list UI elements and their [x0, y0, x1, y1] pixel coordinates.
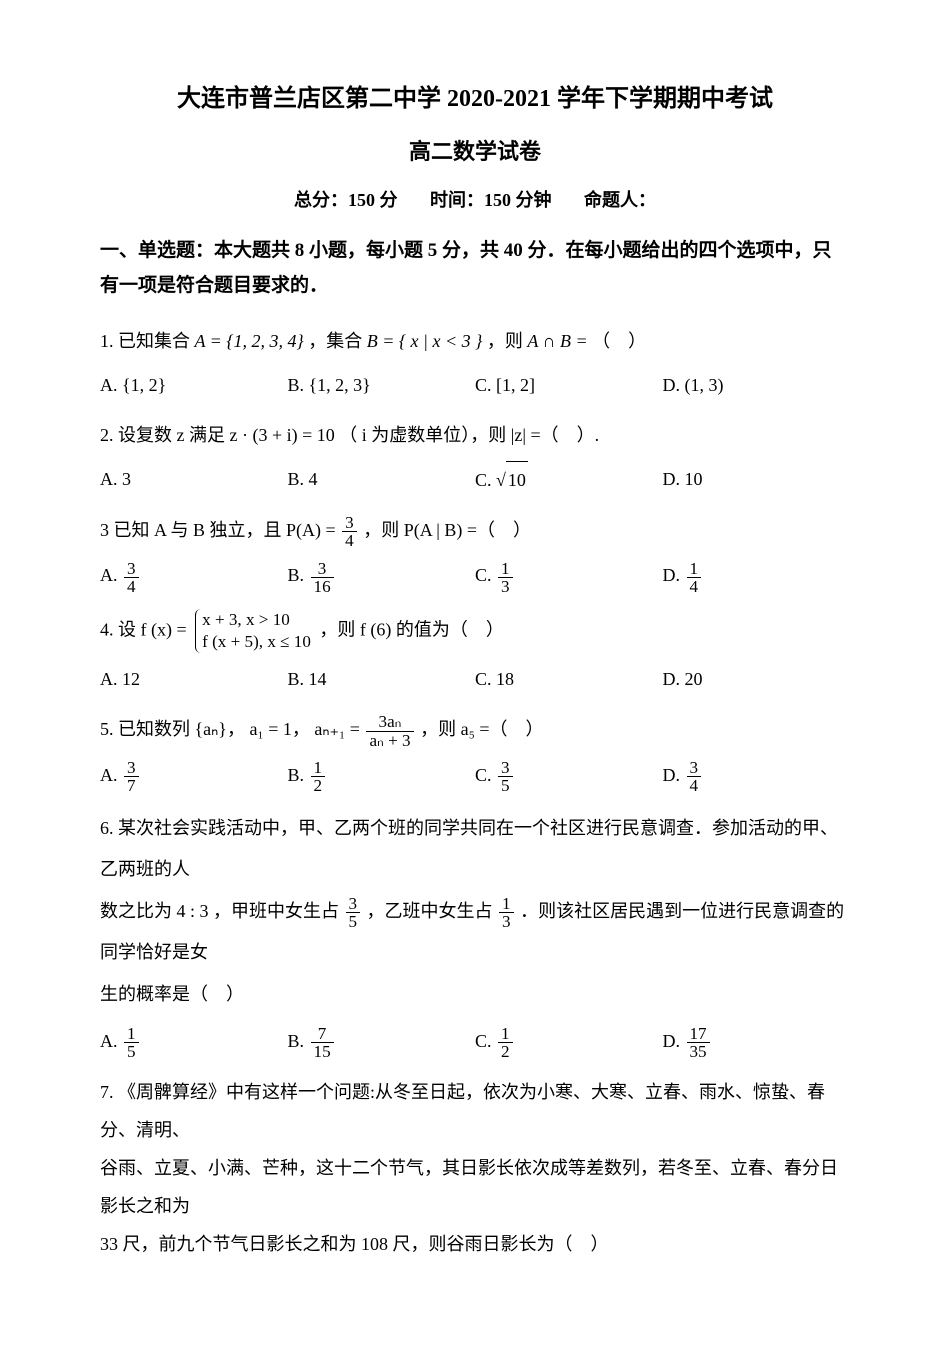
meta-total-score: 总分：150 分 — [294, 190, 398, 210]
q6-line3: 生的概率是（ ） — [100, 984, 244, 1004]
q4-text: 4. 设 f (x) = x + 3, x > 10 f (x + 5), x … — [100, 609, 850, 653]
q6-option-d: D. 1735 — [663, 1023, 851, 1060]
doc-title-line2: 高二数学试卷 — [100, 134, 850, 169]
q3-frac: 34 — [342, 514, 357, 549]
question-7: 7. 《周髀算经》中有这样一个问题:从冬至日起，依次为小寒、大寒、立春、雨水、惊… — [100, 1074, 850, 1263]
doc-title-line1: 大连市普兰店区第二中学 2020-2021 学年下学期期中考试 — [100, 80, 850, 118]
q5-pre: 5. 已知数列 {aₙ}， a₁ = 1， aₙ₊₁ = — [100, 719, 364, 739]
q5-frac: 3aₙaₙ + 3 — [366, 713, 413, 748]
q1-option-c: C. [1, 2] — [475, 367, 663, 403]
q5-option-d: D. 34 — [663, 757, 851, 794]
q5-option-a: A. 37 — [100, 757, 288, 794]
q5-option-c: C. 35 — [475, 757, 663, 794]
q6-line1: 6. 某次社会实践活动中，甲、乙两个班的同学共同在一个社区进行民意调查．参加活动… — [100, 818, 838, 879]
q7-line1: 7. 《周髀算经》中有这样一个问题:从冬至日起，依次为小寒、大寒、立春、雨水、惊… — [100, 1082, 825, 1140]
q4-case2: f (x + 5), x ≤ 10 — [202, 631, 311, 653]
q1-setB: B = { x | x < 3 } — [367, 331, 483, 351]
question-2: 2. 设复数 z 满足 z · (3 + i) = 10 （ i 为虚数单位），… — [100, 417, 850, 498]
q1-mid2: ，则 — [487, 331, 528, 351]
q1-text: 1. 已知集合 A = {1, 2, 3, 4} ，集合 B = { x | x… — [100, 323, 850, 359]
q2-option-a: A. 3 — [100, 461, 288, 498]
q4-option-b: B. 14 — [288, 661, 476, 697]
q3-pre: 3 已知 A 与 B 独立，且 P(A) = — [100, 520, 340, 540]
q4-tail: ，则 f (6) 的值为（ ） — [319, 619, 503, 639]
q1-option-a: A. {1, 2} — [100, 367, 288, 403]
sqrt-icon: 10 — [496, 470, 528, 490]
q1-setA: A = {1, 2, 3, 4} — [195, 331, 304, 351]
q3-option-a: A. 34 — [100, 557, 288, 594]
q4-option-a: A. 12 — [100, 661, 288, 697]
q2-optC-val: 10 — [506, 461, 528, 498]
q7-line3: 33 尺，前九个节气日影长之和为 108 尺，则谷雨日影长为（ ） — [100, 1234, 609, 1254]
q1-option-d: D. (1, 3) — [663, 367, 851, 403]
q1-tail: （ ） — [592, 331, 646, 351]
q5-option-b: B. 12 — [288, 757, 476, 794]
q3-option-d: D. 14 — [663, 557, 851, 594]
q3-text: 3 已知 A 与 B 独立，且 P(A) = 34 ，则 P(A | B) =（… — [100, 512, 850, 549]
q3-mid: ，则 P(A | B) =（ ） — [363, 520, 531, 540]
q3-options: A. 34 B. 316 C. 13 D. 14 — [100, 557, 850, 594]
q6-frac2: 13 — [499, 895, 514, 930]
q5-tail: ，则 a₅ =（ ） — [420, 719, 543, 739]
q2-option-c: C. 10 — [475, 461, 663, 498]
q1-options: A. {1, 2} B. {1, 2, 3} C. [1, 2] D. (1, … — [100, 367, 850, 403]
question-4: 4. 设 f (x) = x + 3, x > 10 f (x + 5), x … — [100, 609, 850, 697]
q4-option-d: D. 20 — [663, 661, 851, 697]
q2-option-b: B. 4 — [288, 461, 476, 498]
q6-line2-mid: ，乙班中女生占 — [367, 901, 498, 921]
q2-optC-pre: C. — [475, 470, 496, 490]
q4-options: A. 12 B. 14 C. 18 D. 20 — [100, 661, 850, 697]
question-1: 1. 已知集合 A = {1, 2, 3, 4} ，集合 B = { x | x… — [100, 323, 850, 403]
meta-author: 命题人： — [584, 190, 656, 210]
q2-text: 2. 设复数 z 满足 z · (3 + i) = 10 （ i 为虚数单位），… — [100, 417, 850, 453]
q6-option-b: B. 715 — [288, 1023, 476, 1060]
q6-options: A. 15 B. 715 C. 12 D. 1735 — [100, 1023, 850, 1060]
question-6: 6. 某次社会实践活动中，甲、乙两个班的同学共同在一个社区进行民意调查．参加活动… — [100, 808, 850, 1060]
q6-line2-pre: 数之比为 4 : 3 ，甲班中女生占 — [100, 901, 344, 921]
q5-text: 5. 已知数列 {aₙ}， a₁ = 1， aₙ₊₁ = 3aₙaₙ + 3 ，… — [100, 711, 850, 748]
q5-options: A. 37 B. 12 C. 35 D. 34 — [100, 757, 850, 794]
q4-pre: 4. 设 f (x) = — [100, 619, 191, 639]
q6-text: 6. 某次社会实践活动中，甲、乙两个班的同学共同在一个社区进行民意调查．参加活动… — [100, 808, 850, 1015]
q1-mid1: ，集合 — [308, 331, 367, 351]
q3-option-b: B. 316 — [288, 557, 476, 594]
q6-option-c: C. 12 — [475, 1023, 663, 1060]
question-5: 5. 已知数列 {aₙ}， a₁ = 1， aₙ₊₁ = 3aₙaₙ + 3 ，… — [100, 711, 850, 794]
section-1-header: 一、单选题：本大题共 8 小题，每小题 5 分，共 40 分．在每小题给出的四个… — [100, 234, 850, 302]
q6-option-a: A. 15 — [100, 1023, 288, 1060]
q4-case1: x + 3, x > 10 — [202, 609, 311, 631]
q1-pre: 1. 已知集合 — [100, 331, 195, 351]
meta-time: 时间：150 分钟 — [430, 190, 552, 210]
q1-expr: A ∩ B = — [527, 331, 587, 351]
q2-option-d: D. 10 — [663, 461, 851, 498]
q1-option-b: B. {1, 2, 3} — [288, 367, 476, 403]
q7-text: 7. 《周髀算经》中有这样一个问题:从冬至日起，依次为小寒、大寒、立春、雨水、惊… — [100, 1074, 850, 1263]
q4-option-c: C. 18 — [475, 661, 663, 697]
q4-cases: x + 3, x > 10 f (x + 5), x ≤ 10 — [195, 609, 311, 653]
q3-option-c: C. 13 — [475, 557, 663, 594]
q6-frac1: 35 — [346, 895, 361, 930]
q7-line2: 谷雨、立夏、小满、芒种，这十二个节气，其日影长依次成等差数列，若冬至、立春、春分… — [100, 1158, 838, 1216]
doc-meta: 总分：150 分 时间：150 分钟 命题人： — [100, 186, 850, 215]
question-3: 3 已知 A 与 B 独立，且 P(A) = 34 ，则 P(A | B) =（… — [100, 512, 850, 595]
q2-options: A. 3 B. 4 C. 10 D. 10 — [100, 461, 850, 498]
